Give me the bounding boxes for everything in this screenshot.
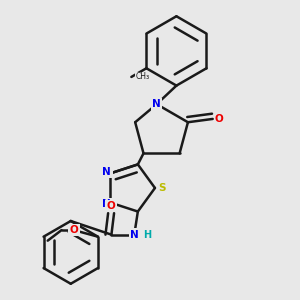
Text: N: N xyxy=(103,167,111,177)
Text: N: N xyxy=(152,99,161,109)
Text: O: O xyxy=(107,201,116,211)
Text: S: S xyxy=(158,183,166,193)
Text: O: O xyxy=(69,225,78,235)
Text: CH₃: CH₃ xyxy=(136,72,150,81)
Text: O: O xyxy=(215,114,224,124)
Text: H: H xyxy=(143,230,151,240)
Text: N: N xyxy=(130,230,139,240)
Text: N: N xyxy=(103,199,111,209)
